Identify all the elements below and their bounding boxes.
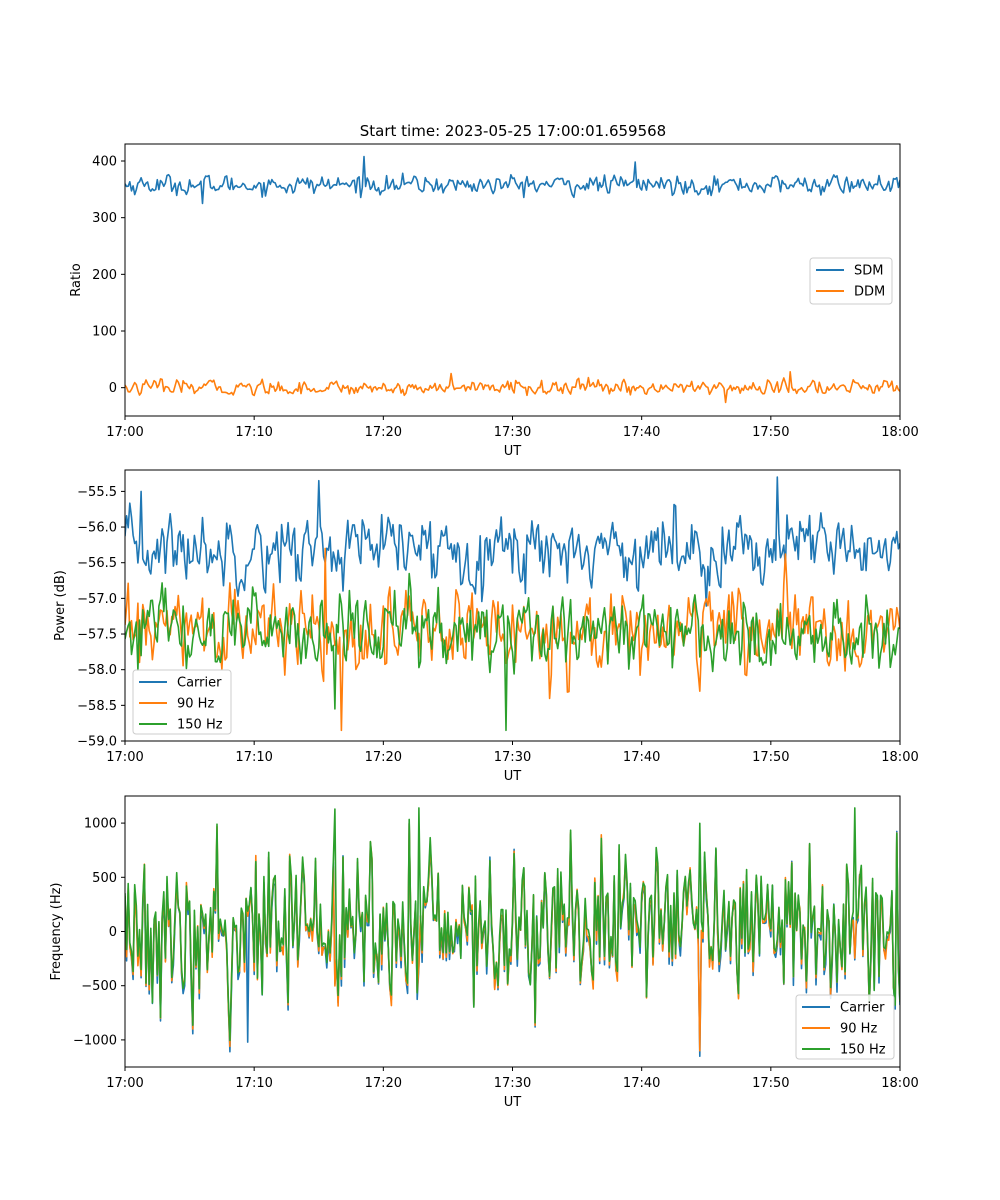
y-tick-label: 0: [109, 381, 117, 396]
chart-panel-1: 17:00 17:10 17:20 17:30 17:40 17:50 18:00 0 100 2…: [69, 143, 919, 459]
x-tick-label: 17:30: [494, 750, 531, 765]
series-line-ddm: [125, 370, 900, 404]
figure-title: Start time: 2023-05-25 17:00:01.659568: [360, 122, 666, 140]
y-tick-label: −56.0: [77, 521, 117, 536]
x-tick-label: 17:10: [235, 1076, 272, 1091]
legend: Carrier 90 Hz 150 Hz: [795, 994, 895, 1060]
x-tick-label: 17:20: [365, 425, 402, 440]
series-line-150-hz: [125, 572, 900, 732]
x-tick-label: 17:10: [235, 750, 272, 765]
legend-box: [795, 994, 895, 1060]
y-tick-label: 100: [92, 325, 117, 340]
y-tick-label: −500: [81, 979, 117, 994]
x-tick-label: 17:40: [623, 425, 660, 440]
legend: SDM DDM: [809, 257, 893, 305]
series-line-carrier: [125, 476, 900, 607]
y-tick-label: 1000: [84, 817, 117, 832]
y-tick-label: −59.0: [77, 735, 117, 750]
x-tick-label: 17:00: [106, 425, 143, 440]
x-tick-label: 17:40: [623, 1076, 660, 1091]
y-tick-label: −58.0: [77, 663, 117, 678]
series-line-90-hz: [125, 547, 900, 732]
legend-box: [132, 669, 232, 735]
y-tick-label: 500: [92, 871, 117, 886]
legend-label: 150 Hz: [840, 1043, 886, 1058]
y-axis-label: Frequency (Hz): [49, 882, 64, 980]
y-tick-label: −58.5: [77, 699, 117, 714]
y-tick-label: 300: [92, 211, 117, 226]
legend: Carrier 90 Hz 150 Hz: [132, 669, 232, 735]
y-tick-label: −55.5: [77, 485, 117, 500]
y-tick-label: −1000: [73, 1033, 117, 1048]
y-tick-label: 400: [92, 155, 117, 170]
y-tick-label: 200: [92, 268, 117, 283]
x-axis-label: UT: [504, 444, 522, 459]
x-axis-label: UT: [504, 1095, 522, 1110]
chart-panel-3: 17:00 17:10 17:20 17:30 17:40 17:50 18:00 −1000…: [49, 795, 919, 1110]
legend-label: Carrier: [177, 676, 222, 691]
x-tick-label: 17:20: [365, 1076, 402, 1091]
series-group: [125, 476, 900, 732]
x-tick-label: 17:00: [106, 750, 143, 765]
legend-label: Carrier: [840, 1001, 885, 1016]
legend-label: DDM: [854, 285, 885, 300]
x-tick-label: 17:10: [235, 425, 272, 440]
legend-label: 90 Hz: [177, 697, 214, 712]
y-axis-label: Ratio: [69, 263, 84, 296]
x-tick-label: 18:00: [881, 1076, 918, 1091]
y-tick-label: −56.5: [77, 556, 117, 571]
x-tick-label: 17:30: [494, 1076, 531, 1091]
x-tick-label: 18:00: [881, 750, 918, 765]
x-tick-label: 17:50: [752, 1076, 789, 1091]
series-line-sdm: [125, 155, 900, 205]
chart-panel-2: 17:00 17:10 17:20 17:30 17:40 17:50 18:00 −59.0…: [53, 469, 919, 784]
series-line-150-hz: [125, 807, 900, 1042]
y-tick-label: −57.0: [77, 592, 117, 607]
x-tick-label: 17:50: [752, 425, 789, 440]
y-tick-label: −57.5: [77, 628, 117, 643]
legend-label: 150 Hz: [177, 718, 223, 733]
y-axis-label: Power (dB): [53, 570, 68, 641]
panels: 17:00 17:10 17:20 17:30 17:40 17:50 18:00 0 100 2…: [49, 143, 919, 1110]
series-group: [125, 155, 900, 404]
x-tick-label: 17:20: [365, 750, 402, 765]
y-tick-label: 0: [109, 925, 117, 940]
x-tick-label: 18:00: [881, 425, 918, 440]
x-axis-label: UT: [504, 769, 522, 784]
legend-label: 90 Hz: [840, 1022, 877, 1037]
legend-label: SDM: [854, 264, 883, 279]
series-group: [125, 807, 900, 1057]
x-tick-label: 17:00: [106, 1076, 143, 1091]
x-tick-label: 17:50: [752, 750, 789, 765]
x-tick-label: 17:40: [623, 750, 660, 765]
x-tick-label: 17:30: [494, 425, 531, 440]
